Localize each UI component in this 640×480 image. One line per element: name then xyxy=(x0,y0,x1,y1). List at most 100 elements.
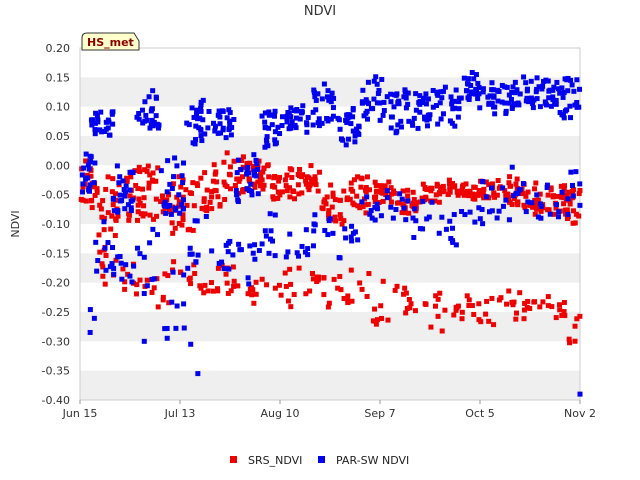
srs-ndvi-point xyxy=(357,205,363,211)
srs-ndvi-point xyxy=(532,186,538,192)
par-sw-ndvi-point xyxy=(262,228,268,234)
srs-ndvi-point xyxy=(170,181,176,187)
srs-ndvi-point xyxy=(476,191,482,197)
par-sw-ndvi-point xyxy=(347,112,353,118)
par-sw-ndvi-point xyxy=(506,100,512,106)
srs-ndvi-point xyxy=(210,178,216,184)
par-sw-ndvi-point xyxy=(141,254,147,260)
srs-ndvi-point xyxy=(489,295,495,301)
srs-ndvi-point xyxy=(245,291,251,297)
par-sw-ndvi-point xyxy=(234,191,240,197)
srs-ndvi-point xyxy=(422,195,428,201)
par-sw-ndvi-point xyxy=(450,225,456,231)
par-sw-ndvi-point xyxy=(81,165,87,171)
srs-ndvi-point xyxy=(201,198,207,204)
par-sw-ndvi-point xyxy=(311,228,317,234)
srs-ndvi-point xyxy=(109,189,115,195)
srs-ndvi-point xyxy=(124,178,130,184)
par-sw-ndvi-point xyxy=(417,99,423,105)
srs-ndvi-point xyxy=(315,188,321,194)
par-sw-ndvi-point xyxy=(161,202,167,208)
par-sw-ndvi-point xyxy=(381,99,387,105)
srs-ndvi-point xyxy=(391,190,397,196)
srs-ndvi-point xyxy=(506,195,512,201)
par-sw-ndvi-point xyxy=(305,246,311,252)
srs-ndvi-point xyxy=(176,199,182,205)
srs-ndvi-point xyxy=(170,230,176,236)
srs-ndvi-point xyxy=(491,322,497,328)
par-sw-ndvi-point xyxy=(413,218,419,224)
srs-ndvi-point xyxy=(537,191,543,197)
srs-ndvi-point xyxy=(169,220,175,226)
par-sw-ndvi-point xyxy=(496,208,502,214)
par-sw-ndvi-point xyxy=(328,99,334,105)
srs-ndvi-point xyxy=(348,180,354,186)
par-sw-ndvi-point xyxy=(268,228,274,234)
srs-ndvi-point xyxy=(422,301,428,307)
srs-ndvi-point xyxy=(345,300,351,306)
srs-ndvi-point xyxy=(363,202,369,208)
srs-ndvi-point xyxy=(223,271,229,277)
par-sw-ndvi-point xyxy=(121,186,127,192)
par-sw-ndvi-point xyxy=(561,90,567,96)
par-sw-ndvi-point xyxy=(577,181,583,187)
par-sw-ndvi-point xyxy=(324,115,330,121)
par-sw-ndvi-point xyxy=(203,213,209,219)
par-sw-ndvi-point xyxy=(379,76,385,82)
srs-ndvi-point xyxy=(400,202,406,208)
srs-ndvi-point xyxy=(459,187,465,193)
par-sw-ndvi-point xyxy=(144,283,150,289)
par-sw-ndvi-point xyxy=(327,216,333,222)
par-sw-ndvi-point xyxy=(345,136,351,142)
station-badge: HS_met xyxy=(81,32,140,51)
srs-ndvi-point xyxy=(317,169,323,175)
par-sw-ndvi-point xyxy=(503,197,509,203)
srs-ndvi-point xyxy=(247,160,253,166)
par-sw-ndvi-point xyxy=(134,114,140,120)
srs-ndvi-point xyxy=(419,195,425,201)
srs-ndvi-point xyxy=(159,193,165,199)
srs-ndvi-point xyxy=(380,190,386,196)
par-sw-ndvi-point xyxy=(512,90,518,96)
srs-ndvi-point xyxy=(576,191,582,197)
par-sw-ndvi-point xyxy=(427,112,433,118)
par-sw-ndvi-point xyxy=(224,115,230,121)
par-sw-ndvi-point xyxy=(539,86,545,92)
srs-ndvi-point xyxy=(545,294,551,300)
srs-ndvi-point xyxy=(153,178,159,184)
par-sw-ndvi-point xyxy=(436,230,442,236)
par-sw-ndvi-point xyxy=(350,128,356,134)
x-tick-label: Jul 13 xyxy=(164,407,196,420)
srs-ndvi-point xyxy=(288,304,294,310)
srs-ndvi-point xyxy=(496,185,502,191)
par-sw-ndvi-point xyxy=(198,102,204,108)
srs-ndvi-point xyxy=(228,186,234,192)
par-sw-ndvi-point xyxy=(184,120,190,126)
srs-ndvi-point xyxy=(265,162,271,168)
par-sw-ndvi-point xyxy=(150,88,156,94)
srs-ndvi-point xyxy=(358,184,364,190)
par-sw-ndvi-point xyxy=(489,208,495,214)
srs-ndvi-point xyxy=(410,189,416,195)
par-sw-ndvi-point xyxy=(359,99,365,105)
par-sw-ndvi-point xyxy=(321,81,327,87)
srs-ndvi-point xyxy=(567,340,573,346)
srs-ndvi-point xyxy=(310,276,316,282)
par-sw-ndvi-point xyxy=(423,91,429,97)
par-sw-ndvi-point xyxy=(128,208,134,214)
par-sw-ndvi-point xyxy=(249,192,255,198)
par-sw-ndvi-point xyxy=(185,265,191,271)
par-sw-ndvi-point xyxy=(294,250,300,256)
srs-ndvi-point xyxy=(176,203,182,209)
srs-ndvi-point xyxy=(466,191,472,197)
par-sw-ndvi-point xyxy=(254,161,260,167)
srs-ndvi-point xyxy=(278,292,284,298)
srs-ndvi-point xyxy=(287,166,293,172)
srs-ndvi-point xyxy=(209,280,215,286)
srs-ndvi-point xyxy=(299,190,305,196)
par-sw-ndvi-point xyxy=(396,98,402,104)
par-sw-ndvi-point xyxy=(167,181,173,187)
srs-ndvi-point xyxy=(565,216,571,222)
srs-ndvi-point xyxy=(272,285,278,291)
par-sw-ndvi-point xyxy=(192,218,198,224)
